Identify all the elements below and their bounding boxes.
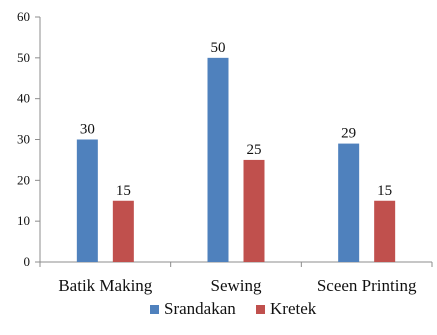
bar-kretek-0 (112, 200, 134, 262)
bar-srandakan-2 (338, 143, 360, 262)
legend-label: Srandakan (164, 299, 236, 318)
x-category-label: Sewing (211, 276, 263, 295)
bar-kretek-2 (374, 200, 396, 262)
data-label: 15 (116, 183, 131, 199)
data-label: 25 (247, 142, 262, 158)
y-tick-label: 30 (17, 132, 30, 147)
legend: Srandakan Kretek (150, 299, 317, 318)
bar-srandakan-1 (207, 57, 229, 263)
x-category-label: Batik Making (58, 276, 152, 295)
y-tick-label: 20 (17, 172, 30, 187)
data-label: 50 (211, 40, 226, 56)
x-category-label: Sceen Printing (317, 276, 417, 295)
y-tick-label: 60 (17, 9, 30, 24)
legend-swatch-kretek (256, 305, 265, 314)
legend-label: Kretek (270, 299, 317, 318)
data-label: 29 (341, 126, 356, 142)
axes: 0 10 20 30 40 50 60 (17, 9, 433, 269)
y-tick-label: 40 (17, 91, 30, 106)
bar-srandakan-0 (76, 139, 98, 262)
y-tick-label: 0 (24, 254, 31, 269)
y-tick-label: 50 (17, 50, 30, 65)
legend-swatch-srandakan (150, 305, 159, 314)
bar-kretek-1 (243, 159, 265, 262)
data-label: 15 (377, 183, 392, 199)
y-tick-label: 10 (17, 213, 30, 228)
data-label: 30 (80, 122, 95, 138)
labels: 30 15 Batik Making 50 25 Sewing 29 15 Sceen Prin… (58, 40, 417, 295)
bars (76, 57, 396, 263)
